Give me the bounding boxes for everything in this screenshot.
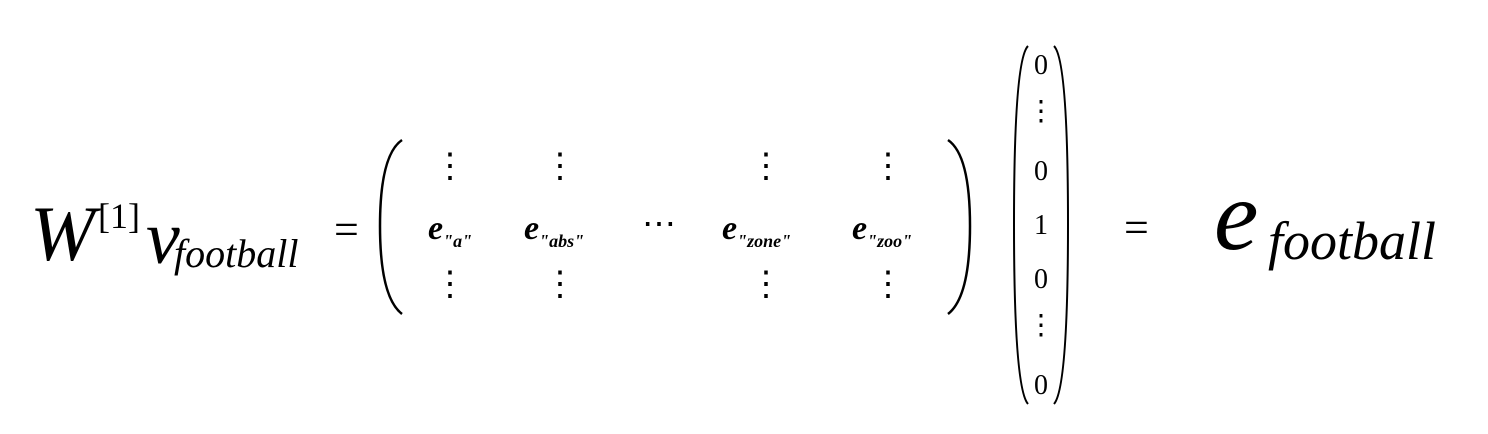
matrix-hdots: ⋯ bbox=[642, 206, 676, 243]
vector-entry: ⋮ bbox=[1027, 96, 1055, 127]
entry-subscript: "abs" bbox=[539, 231, 585, 251]
matrix-left-paren bbox=[378, 138, 403, 315]
vector-entry: 0 bbox=[1034, 50, 1048, 81]
entry-subscript: "zoo" bbox=[867, 231, 913, 251]
matrix-vdots: ⋮ bbox=[543, 266, 577, 303]
lhs-vector-symbol: v bbox=[146, 196, 180, 280]
matrix-entry-abs: e"abs" bbox=[524, 210, 585, 251]
matrix-vdots: ⋮ bbox=[749, 266, 783, 303]
lhs-superscript: [1] bbox=[98, 196, 140, 236]
vector-entry: 0 bbox=[1034, 370, 1048, 401]
matrix-right-paren bbox=[947, 138, 972, 315]
matrix-vdots: ⋮ bbox=[433, 148, 467, 185]
entry-subscript: "a" bbox=[443, 231, 473, 251]
entry-subscript: "zone" bbox=[737, 231, 792, 251]
vector-right-paren bbox=[1053, 45, 1070, 405]
entry-symbol: e bbox=[524, 210, 540, 247]
rhs-subscript: football bbox=[1268, 211, 1437, 271]
entry-symbol: e bbox=[428, 210, 444, 247]
equals-sign-2: = bbox=[1124, 203, 1149, 252]
lhs-matrix-symbol: W bbox=[30, 190, 95, 277]
matrix-entry-a: e"a" bbox=[428, 210, 473, 251]
matrix-vdots: ⋮ bbox=[433, 266, 467, 303]
vector-left-paren bbox=[1012, 45, 1029, 405]
vector-entry: 1 bbox=[1034, 210, 1048, 241]
rhs-symbol: e bbox=[1214, 160, 1259, 271]
matrix-entry-zoo: e"zoo" bbox=[852, 210, 913, 251]
vector-entry: 0 bbox=[1034, 156, 1048, 187]
vector-entry: 0 bbox=[1034, 264, 1048, 295]
matrix-vdots: ⋮ bbox=[543, 148, 577, 185]
vector-entry: ⋮ bbox=[1027, 310, 1055, 341]
entry-symbol: e bbox=[852, 210, 868, 247]
matrix-entry-zone: e"zone" bbox=[722, 210, 792, 251]
matrix-vdots: ⋮ bbox=[871, 148, 905, 185]
lhs-vector-subscript: football bbox=[174, 231, 299, 276]
equals-sign-1: = bbox=[334, 205, 359, 254]
entry-symbol: e bbox=[722, 210, 738, 247]
matrix-vdots: ⋮ bbox=[749, 148, 783, 185]
matrix-vdots: ⋮ bbox=[871, 266, 905, 303]
